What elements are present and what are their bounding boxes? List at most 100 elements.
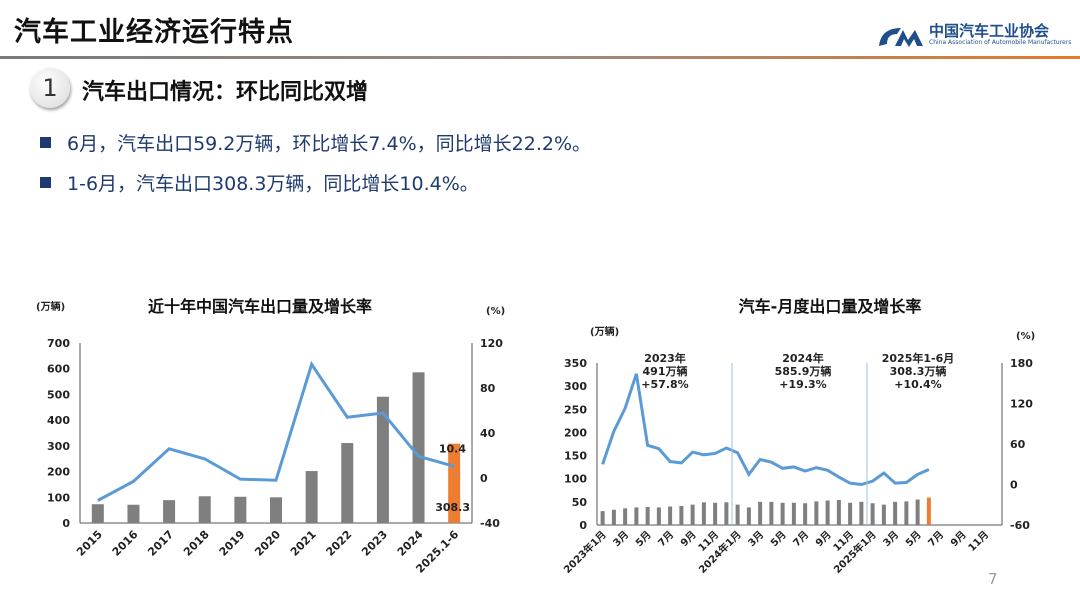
bar xyxy=(881,504,886,525)
bullet-text: 6月，汽车出口59.2万辆，环比增长7.4%，同比增长22.2%。 xyxy=(67,133,592,155)
y2-tick-label: 80 xyxy=(480,382,496,395)
x-tick-label: 7月 xyxy=(926,529,946,549)
y-tick-label: 100 xyxy=(47,491,70,504)
bar xyxy=(859,501,864,525)
y2-tick-label: 120 xyxy=(1010,398,1033,411)
y2-tick-label: 0 xyxy=(480,472,488,485)
x-tick-label: 2023 xyxy=(359,528,390,559)
bullet-item: 1-6月，汽车出口308.3万辆，同比增长10.4%。 xyxy=(40,169,479,196)
bar xyxy=(904,501,909,525)
bar xyxy=(780,502,785,525)
x-tick-label: 3月 xyxy=(746,529,766,549)
y-tick-label: 200 xyxy=(47,466,70,479)
y2-axis-unit: (%) xyxy=(486,306,505,317)
section-number-badge: 1 xyxy=(30,68,70,108)
bar xyxy=(724,502,729,525)
x-tick-label: 2019 xyxy=(217,528,248,559)
bar xyxy=(814,501,819,525)
growth-line xyxy=(97,360,455,502)
year-annotation: +19.3% xyxy=(779,378,826,391)
bar xyxy=(163,500,176,523)
chart-title: 汽车-月度出口量及增长率 xyxy=(739,297,922,316)
y-tick-label: 0 xyxy=(62,517,70,530)
x-tick-label: 2018 xyxy=(181,528,212,559)
bar xyxy=(198,496,211,523)
y-axis-unit: (万辆) xyxy=(590,325,619,338)
bar xyxy=(412,372,425,523)
bar xyxy=(926,497,931,525)
annual-export-chart: 近十年中国汽车出口量及增长率(万辆) (%)0100200300400500600… xyxy=(36,297,505,576)
year-annotation: 308.3万辆 xyxy=(890,364,947,378)
y-tick-label: 150 xyxy=(564,450,587,463)
line-data-label: 10.4 xyxy=(439,442,466,455)
bar xyxy=(376,396,389,523)
y-tick-label: 400 xyxy=(47,414,70,427)
x-tick-label: 3月 xyxy=(881,529,901,549)
x-tick-label: 7月 xyxy=(656,529,676,549)
y2-tick-label: -40 xyxy=(480,517,500,530)
bar xyxy=(127,504,140,523)
year-annotation: 2024年 xyxy=(782,351,824,365)
caam-logo: 中国汽车工业协会 China Association of Automobile… xyxy=(875,20,1075,52)
bar xyxy=(769,501,774,525)
page-title: 汽车工业经济运行特点 xyxy=(14,17,294,48)
page-number: 7 xyxy=(988,570,998,588)
bar xyxy=(91,504,104,523)
x-tick-label: 7月 xyxy=(791,529,811,549)
year-annotation: 585.9万辆 xyxy=(775,364,832,378)
x-tick-label: 11月 xyxy=(966,529,991,554)
bar xyxy=(341,443,354,523)
y2-tick-label: 0 xyxy=(1010,479,1018,492)
x-tick-label: 5月 xyxy=(768,529,788,549)
bar xyxy=(825,500,830,525)
y2-tick-label: 120 xyxy=(480,337,503,350)
year-annotation: +57.8% xyxy=(641,378,688,391)
bar xyxy=(679,506,684,525)
y2-tick-label: 60 xyxy=(1010,438,1026,451)
year-annotation: 491万辆 xyxy=(643,364,688,378)
x-tick-label: 2015 xyxy=(74,528,105,559)
caam-logo-icon xyxy=(879,28,923,47)
y-tick-label: 600 xyxy=(47,363,70,376)
bar-data-label: 308.3 xyxy=(435,501,470,514)
x-tick-label: 2017 xyxy=(145,528,176,559)
bar xyxy=(713,502,718,525)
square-bullet-icon xyxy=(40,177,51,188)
bar xyxy=(270,497,282,523)
bar xyxy=(803,503,808,525)
y-tick-label: 500 xyxy=(47,388,70,401)
bar xyxy=(305,471,318,523)
logo-en: China Association of Automobile Manufact… xyxy=(929,39,1072,46)
bar xyxy=(735,504,740,525)
bullet-item: 6月，汽车出口59.2万辆，环比增长7.4%，同比增长22.2%。 xyxy=(40,129,591,156)
y-tick-label: 100 xyxy=(564,473,587,486)
x-tick-label: 5月 xyxy=(903,529,923,549)
logo-cn: 中国汽车工业协会 xyxy=(929,22,1050,40)
bar xyxy=(600,511,605,525)
square-bullet-icon xyxy=(40,137,51,148)
x-tick-label: 2021 xyxy=(288,528,319,559)
y-tick-label: 0 xyxy=(579,519,587,532)
bar xyxy=(234,496,247,523)
y-tick-label: 300 xyxy=(47,440,70,453)
x-tick-label: 5月 xyxy=(633,529,653,549)
y2-tick-label: -60 xyxy=(1010,519,1030,532)
bar xyxy=(915,499,920,525)
x-tick-label: 3月 xyxy=(611,529,631,549)
monthly-export-chart: 汽车-月度出口量及增长率 (万辆) (%) 0 50 100 150 200 250 300 350… xyxy=(561,297,1035,576)
y-tick-label: 700 xyxy=(47,337,70,350)
bar xyxy=(668,506,673,525)
y-axis-unit: (万辆) xyxy=(36,300,65,313)
x-tick-label: 2024 xyxy=(395,528,426,559)
bar xyxy=(893,501,898,525)
y-tick-label: 200 xyxy=(564,426,587,439)
bar xyxy=(611,509,616,525)
bar xyxy=(645,506,650,525)
bar xyxy=(701,502,706,525)
x-tick-label: 2023年1月 xyxy=(561,528,609,576)
bar xyxy=(870,503,875,525)
x-tick-label: 2022 xyxy=(324,528,355,559)
bar xyxy=(634,507,639,525)
x-tick-label: 2020 xyxy=(252,528,283,559)
year-annotation: 2025年1-6月 xyxy=(882,351,955,365)
